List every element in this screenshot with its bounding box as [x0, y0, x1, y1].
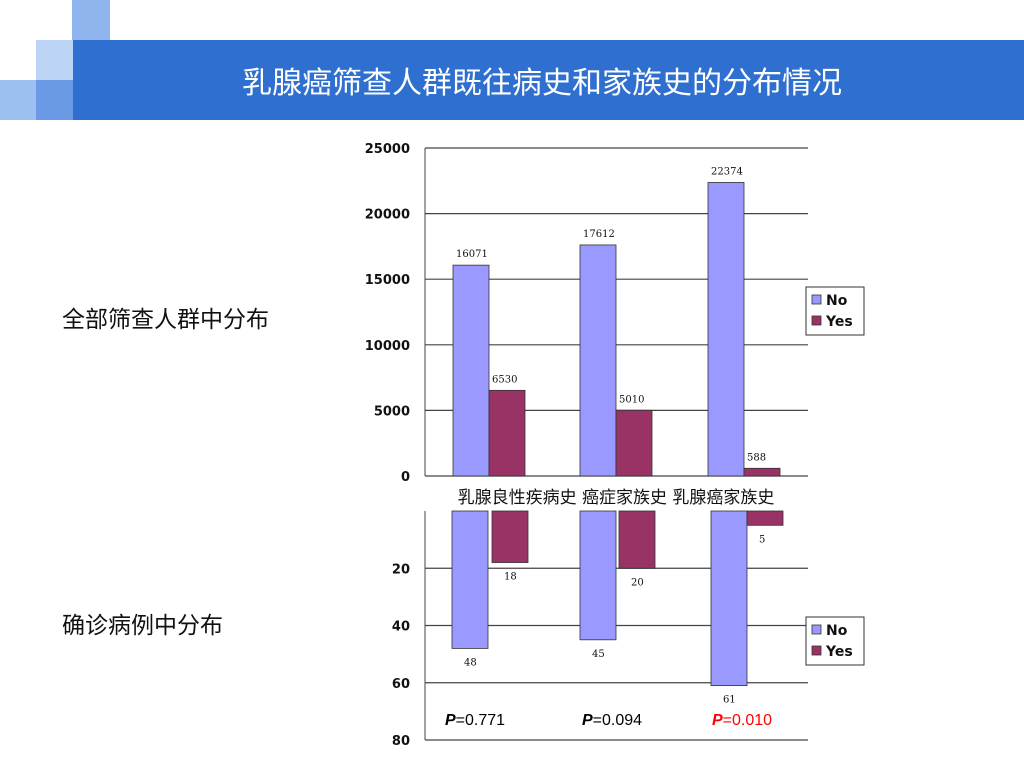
bar-no — [579, 244, 617, 477]
legend-label: Yes — [825, 644, 853, 660]
data-label: 17612 — [583, 229, 615, 240]
page-title: 乳腺癌筛查人群既往病史和家族史的分布情况 — [242, 66, 842, 101]
legend-swatch — [811, 294, 822, 305]
bar-no — [579, 510, 617, 641]
p-value-annotation: P=0.094 — [582, 712, 642, 729]
bar-no — [451, 510, 489, 649]
x-tick-labels: 乳腺良性疾病史 癌症家族史 乳腺癌家族史 — [458, 488, 775, 508]
label-confirmed-cases: 确诊病例中分布 — [62, 613, 223, 639]
decor-square — [36, 80, 73, 120]
y-tick-label: 20 — [392, 562, 410, 577]
decor-square — [0, 80, 36, 120]
bar-no — [707, 182, 745, 477]
bar-no — [452, 264, 490, 477]
x-label-band — [418, 484, 818, 510]
p-value-annotation: P=0.771 — [445, 712, 505, 729]
y-tick-label: 0 — [401, 470, 410, 485]
y-tick-label: 25000 — [365, 142, 410, 157]
y-tick-label: 20000 — [365, 208, 410, 223]
bar-yes — [743, 467, 781, 477]
y-tick-label: 80 — [392, 734, 410, 749]
data-label: 5010 — [619, 394, 644, 405]
y-tick-label: 5000 — [374, 404, 410, 419]
data-label: 48 — [464, 657, 477, 668]
bar-no — [710, 510, 748, 687]
bar-yes — [615, 409, 653, 477]
y-tick-label: 15000 — [365, 273, 410, 288]
legend-label: Yes — [825, 314, 853, 330]
y-tick-label: 10000 — [365, 339, 410, 354]
legend-swatch — [811, 624, 822, 635]
data-label: 6530 — [492, 374, 517, 385]
bar-yes — [746, 510, 784, 526]
title-bar — [73, 40, 1024, 120]
label-all-screened: 全部筛查人群中分布 — [62, 307, 269, 333]
legend-swatch — [811, 315, 822, 326]
bar-yes — [618, 510, 656, 569]
bar-yes — [491, 510, 529, 563]
legend-swatch — [811, 645, 822, 656]
data-label: 18 — [504, 572, 517, 583]
decor-square — [72, 0, 110, 40]
data-label: 588 — [747, 452, 766, 463]
data-label: 45 — [592, 649, 605, 660]
y-tick-label: 60 — [392, 677, 410, 692]
legend-label: No — [826, 293, 848, 309]
data-label: 5 — [759, 534, 765, 545]
legend-label: No — [826, 623, 848, 639]
data-label: 22374 — [711, 166, 743, 177]
data-label: 61 — [723, 695, 736, 706]
decor-square — [36, 40, 73, 80]
y-tick-label: 40 — [392, 620, 410, 635]
data-label: 20 — [631, 577, 644, 588]
bar-yes — [488, 389, 526, 477]
data-label: 16071 — [456, 249, 488, 260]
p-value-annotation: P=0.010 — [712, 712, 772, 729]
